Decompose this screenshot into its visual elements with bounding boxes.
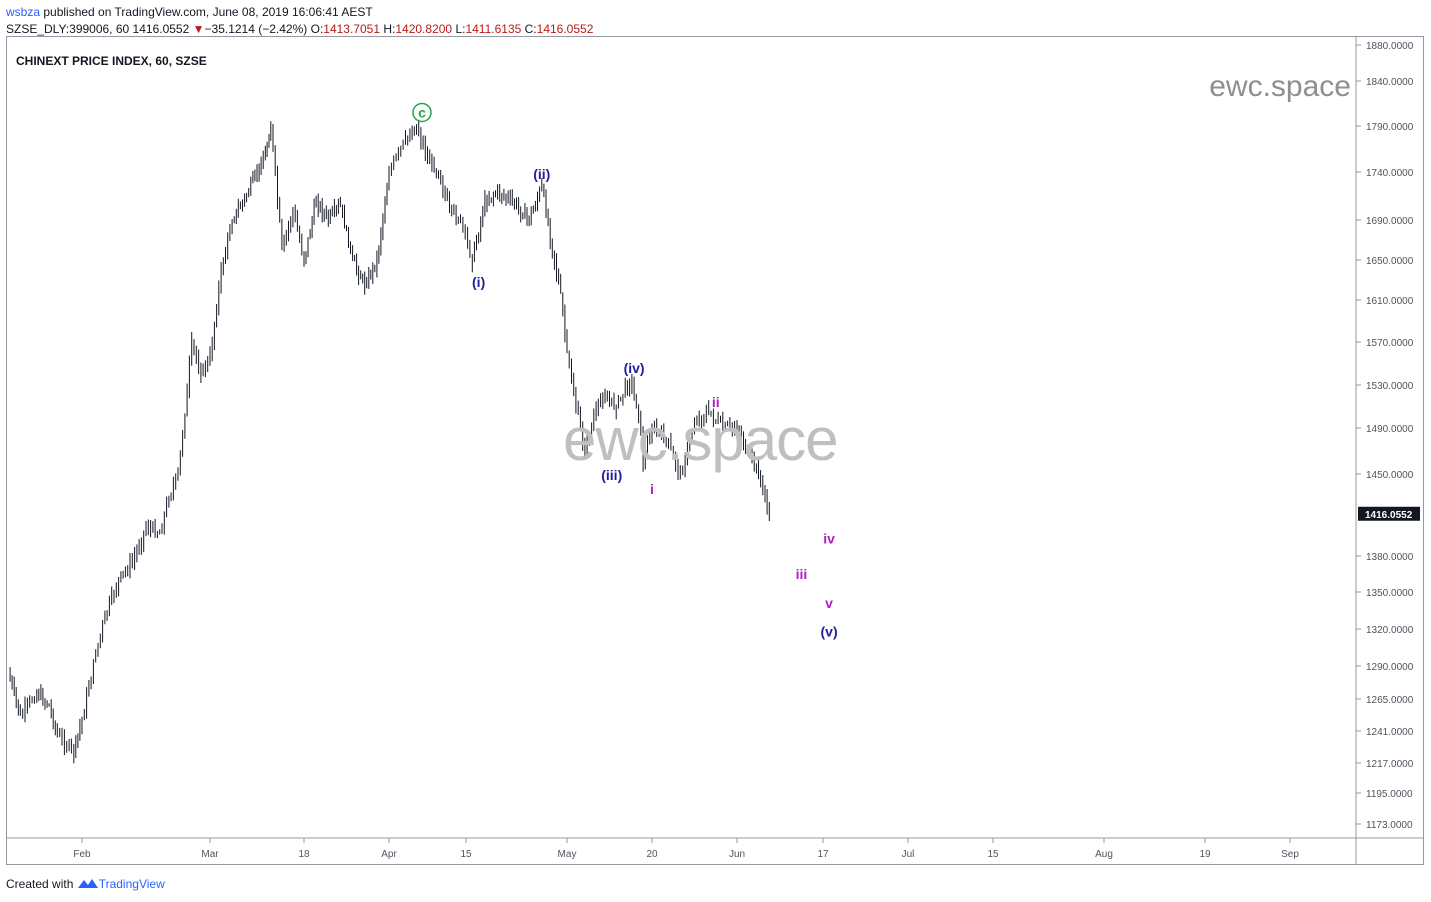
wave-label: ii: [712, 394, 720, 410]
ohlc-line: SZSE_DLY:399006, 60 1416.0552 ▼−35.1214 …: [6, 22, 593, 36]
price-axis-label: 1217.0000: [1366, 759, 1414, 770]
symbol-label: SZSE_DLY:399006, 60: [6, 22, 130, 36]
wave-label: (iv): [624, 360, 645, 376]
wave-label-circle: [412, 102, 432, 123]
price-axis-label: 1173.0000: [1366, 820, 1413, 831]
price-axis-label: 1690.0000: [1366, 216, 1414, 227]
time-axis-label: 15: [987, 849, 999, 860]
time-axis-label: Jul: [902, 849, 915, 860]
time-axis-label: Apr: [381, 849, 397, 860]
wave-label: c: [418, 105, 426, 121]
open-value: 1413.7051: [323, 22, 381, 36]
low-label: L:: [455, 22, 466, 36]
high-label: H:: [383, 22, 396, 36]
time-axis-label: Mar: [201, 849, 219, 860]
price-axis-label: 1610.0000: [1366, 296, 1414, 307]
tradingview-link[interactable]: TradingView: [98, 877, 165, 891]
price-axis-label: 1570.0000: [1366, 338, 1414, 349]
time-axis-label: Sep: [1281, 849, 1299, 860]
wave-label: v: [825, 595, 833, 611]
chart-title: CHINEXT PRICE INDEX, 60, SZSE: [16, 54, 207, 68]
price-axis-label: 1380.0000: [1366, 552, 1414, 563]
wave-label: i: [650, 481, 654, 497]
wave-label: (iii): [601, 467, 622, 483]
price-axis-label: 1241.0000: [1366, 727, 1414, 738]
close-value: 1416.0552: [536, 22, 594, 36]
high-value: 1420.8200: [395, 22, 453, 36]
price-axis-label: 1195.0000: [1366, 789, 1413, 800]
publisher-username[interactable]: wsbza: [6, 5, 41, 19]
price-axis-label: 1650.0000: [1366, 256, 1414, 267]
price-axis-label: 1350.0000: [1366, 588, 1414, 599]
wave-label: (i): [472, 274, 485, 290]
last-price-tag-label: 1416.0552: [1365, 510, 1413, 521]
wave-label: iv: [823, 530, 835, 546]
footer-created: Created with: [6, 877, 77, 891]
time-axis-label: May: [558, 849, 577, 860]
time-axis-label: 18: [298, 849, 310, 860]
down-arrow-icon: ▼: [192, 22, 205, 36]
footer-credit: Created with TradingView: [6, 877, 165, 891]
time-axis-label: 17: [817, 849, 829, 860]
wave-label: iii: [796, 566, 808, 582]
price-axis-label: 1320.0000: [1366, 625, 1414, 636]
wave-label: (ii): [533, 166, 550, 182]
chart-frame[interactable]: [6, 36, 1424, 865]
time-axis-label: 19: [1199, 849, 1211, 860]
time-axis-label: Feb: [73, 849, 91, 860]
last-price-tag: [1358, 506, 1420, 521]
price-axis-label: 1530.0000: [1366, 381, 1414, 392]
tradingview-logo-icon: [77, 877, 99, 891]
price-axis-label: 1840.0000: [1366, 77, 1414, 88]
price-axis-label: 1450.0000: [1366, 470, 1414, 481]
price-axis-label: 1265.0000: [1366, 695, 1414, 706]
last-price: 1416.0552: [132, 22, 190, 36]
time-axis-label: 15: [460, 849, 472, 860]
wave-label: (v): [821, 623, 838, 639]
publisher-line: wsbza published on TradingView.com, June…: [6, 5, 373, 19]
open-label: O:: [310, 22, 324, 36]
price-axis-label: 1790.0000: [1366, 122, 1414, 133]
watermark-center: ewc.space: [563, 406, 838, 473]
price-axis-label: 1290.0000: [1366, 662, 1414, 673]
price-axis-label: 1880.0000: [1366, 41, 1414, 52]
time-axis-label: 20: [646, 849, 658, 860]
low-value: 1411.6135: [465, 22, 522, 36]
time-axis-label: Jun: [729, 849, 745, 860]
price-axis-label: 1740.0000: [1366, 168, 1414, 179]
time-axis-label: Aug: [1095, 849, 1113, 860]
price-change: −35.1214 (−2.42%): [204, 22, 308, 36]
close-label: C:: [524, 22, 537, 36]
watermark-top: ewc.space: [1209, 70, 1351, 103]
publish-info: published on TradingView.com, June 08, 2…: [40, 5, 373, 19]
price-axis-label: 1490.0000: [1366, 424, 1414, 435]
